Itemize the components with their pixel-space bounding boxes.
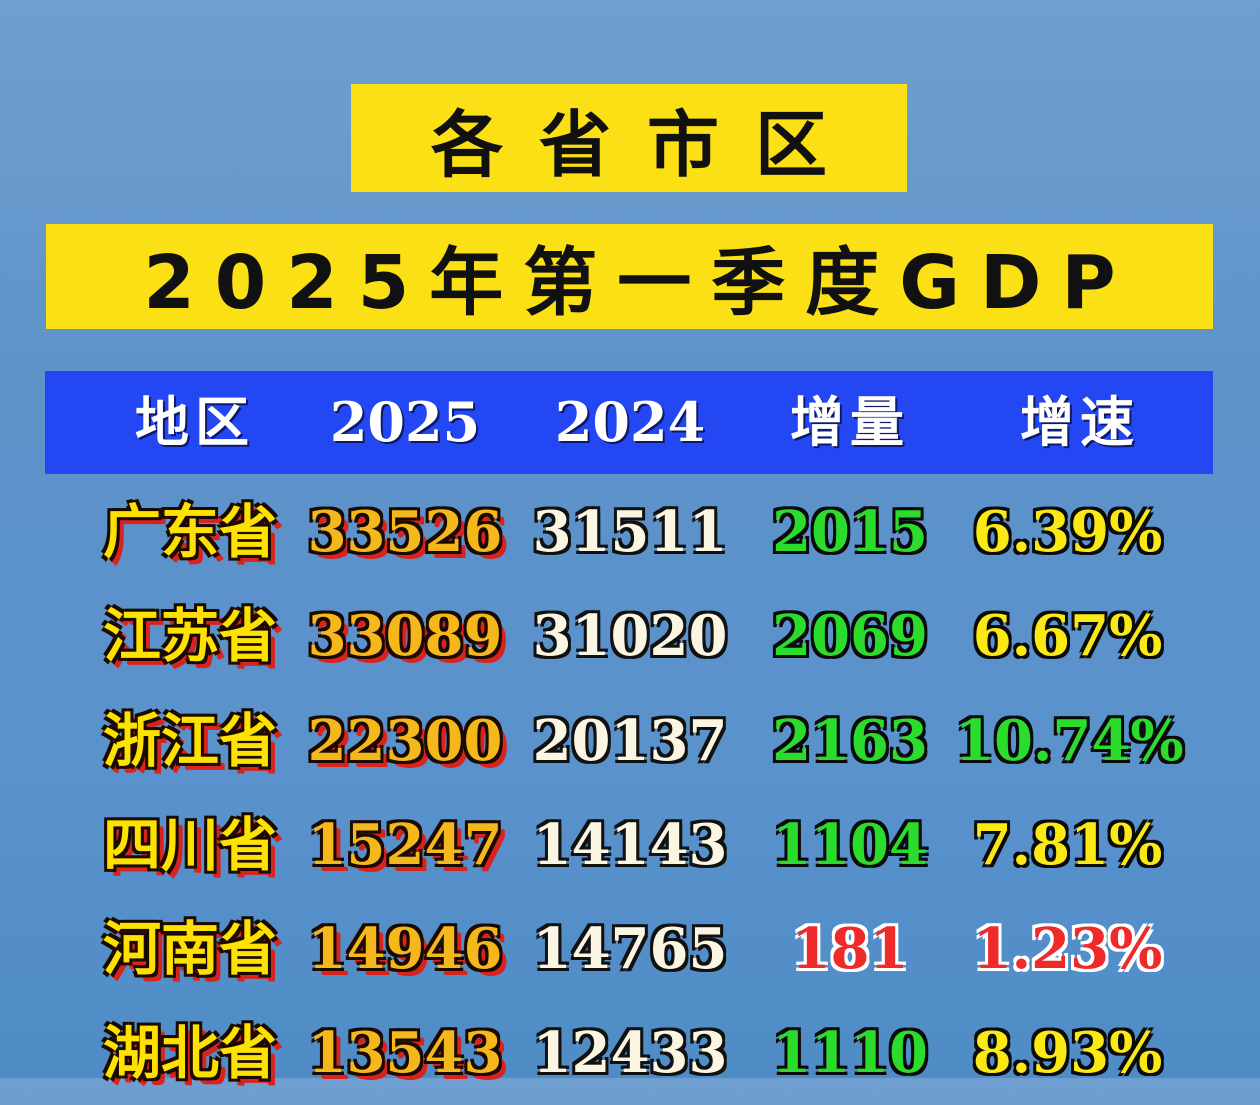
row-increase: 2015 xyxy=(772,499,928,565)
row-region: 浙江省 xyxy=(102,707,277,775)
row-growth-rate: 6.67% xyxy=(972,603,1163,669)
title-line-2: 2025年第一季度GDP xyxy=(46,224,1213,329)
table-row: 河南省 14946 14765 181 1.23% xyxy=(0,897,1260,1001)
row-region: 江苏省 xyxy=(102,602,277,670)
table-row: 江苏省 33089 31020 2069 6.67% xyxy=(0,584,1260,688)
row-growth-rate: 8.93% xyxy=(972,1020,1163,1086)
title-line-1: 各省市区 xyxy=(351,84,907,192)
row-increase: 1110 xyxy=(772,1020,928,1086)
header-2024: 2024 xyxy=(554,390,706,454)
row-increase: 181 xyxy=(791,916,909,982)
header-region: 地区 xyxy=(135,391,255,454)
title-line-1-text: 各省市区 xyxy=(430,102,863,187)
row-value-2024: 14143 xyxy=(532,812,728,878)
row-value-2025: 33526 xyxy=(307,499,503,565)
table-row: 广东省 33526 31511 2015 6.39% xyxy=(0,480,1260,584)
row-growth-rate: 7.81% xyxy=(972,812,1163,878)
row-increase: 2069 xyxy=(772,603,928,669)
row-growth-rate: 10.74% xyxy=(955,708,1184,774)
table-row: 湖北省 13543 12433 1110 8.93% xyxy=(0,1001,1260,1105)
row-value-2025: 22300 xyxy=(307,708,503,774)
table-row: 四川省 15247 14143 1104 7.81% xyxy=(0,793,1260,897)
row-value-2024: 20137 xyxy=(532,708,728,774)
table-row: 浙江省 22300 20137 2163 10.74% xyxy=(0,689,1260,793)
row-value-2024: 12433 xyxy=(532,1020,728,1086)
row-growth-rate: 1.23% xyxy=(972,916,1163,982)
header-growth-rate: 增速 xyxy=(1020,391,1140,454)
row-value-2024: 31511 xyxy=(532,499,728,565)
title-line-2-text: 2025年第一季度GDP xyxy=(143,240,1136,326)
row-region: 广东省 xyxy=(102,498,277,566)
row-increase: 2163 xyxy=(772,708,928,774)
header-2025: 2025 xyxy=(329,390,481,454)
row-region: 湖北省 xyxy=(102,1019,277,1087)
row-value-2025: 13543 xyxy=(307,1020,503,1086)
row-region: 河南省 xyxy=(102,915,277,983)
row-value-2025: 15247 xyxy=(307,812,503,878)
row-value-2024: 31020 xyxy=(532,603,728,669)
row-increase: 1104 xyxy=(772,812,928,878)
row-value-2025: 33089 xyxy=(307,603,503,669)
table-header: 地区 2025 2024 增量 增速 xyxy=(45,371,1213,474)
row-value-2024: 14765 xyxy=(532,916,728,982)
row-growth-rate: 6.39% xyxy=(972,499,1163,565)
header-increase: 增量 xyxy=(790,391,910,454)
row-region: 四川省 xyxy=(102,811,277,879)
row-value-2025: 14946 xyxy=(307,916,503,982)
